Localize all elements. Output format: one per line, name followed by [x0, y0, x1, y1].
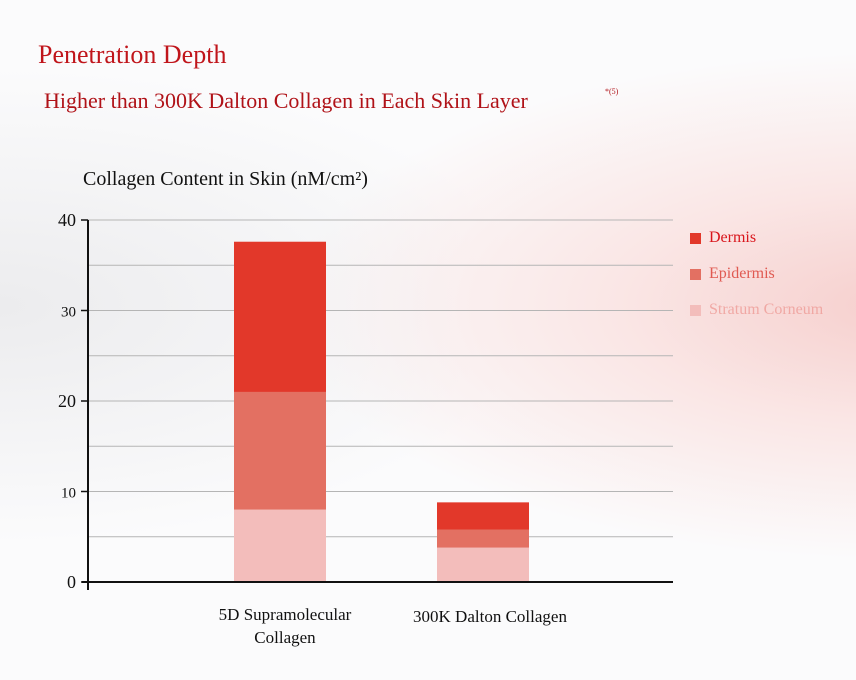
bar-segment-epidermis-1 [234, 391, 326, 510]
page-subtitle: Higher than 300K Dalton Collagen in Each… [44, 88, 528, 113]
y-tick-label: 40 [58, 210, 76, 230]
category-label-300k-dalton-collagen: 300K Dalton Collagen [413, 607, 567, 626]
legend-label-dermis: Dermis [709, 229, 757, 246]
y-tick-label: 30 [61, 305, 76, 321]
y-tick-label: 0 [67, 572, 76, 592]
legend-item-epidermis: Epidermis [690, 256, 823, 292]
legend-item-stratum-corneum: Stratum Corneum [690, 292, 823, 328]
chart-legend: Dermis Epidermis Stratum Corneum [690, 220, 823, 328]
bar-segment-dermis-1 [234, 241, 326, 392]
category-label-5d-supramolecular-collagen: 5D Supramolecular Collagen [218, 605, 352, 647]
page-title: Penetration Depth [38, 40, 227, 69]
bar-segment-dermis-2 [437, 502, 529, 530]
legend-label-epidermis: Epidermis [709, 265, 775, 282]
bar-segment-stratum-corneum-1 [234, 509, 326, 582]
legend-swatch-stratum-corneum [690, 304, 701, 316]
legend-label-stratum-corneum: Stratum Corneum [709, 301, 824, 318]
legend-swatch-epidermis [690, 268, 701, 280]
legend-item-dermis: Dermis [690, 220, 823, 256]
footnote-reference: *(5) [605, 87, 619, 96]
bar-segment-stratum-corneum-2 [437, 547, 529, 582]
bar-segment-epidermis-2 [437, 529, 529, 548]
y-tick-label: 10 [61, 486, 76, 502]
chart-title: Collagen Content in Skin (nM/cm²) [83, 168, 368, 190]
legend-swatch-dermis [690, 232, 701, 244]
y-tick-label: 20 [58, 391, 76, 411]
